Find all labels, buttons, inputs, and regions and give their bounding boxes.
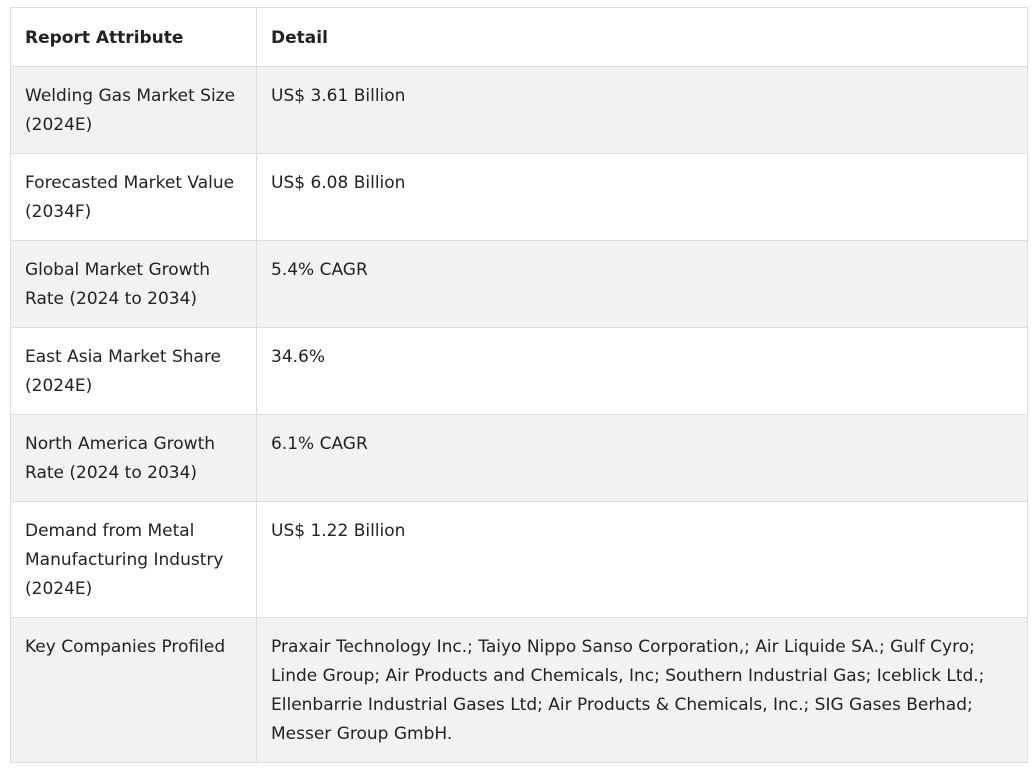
attribute-cell: East Asia Market Share (2024E) (10, 327, 257, 415)
header-detail: Detail (256, 7, 1028, 67)
detail-cell: US$ 1.22 Billion (256, 501, 1028, 618)
detail-cell: US$ 6.08 Billion (256, 153, 1028, 241)
attribute-cell: Forecasted Market Value (2034F) (10, 153, 257, 241)
attribute-cell: North America Growth Rate (2024 to 2034) (10, 414, 257, 502)
detail-cell: 34.6% (256, 327, 1028, 415)
table-row: Forecasted Market Value (2034F) US$ 6.08… (10, 153, 1028, 241)
table-row: Demand from Metal Manufacturing Industry… (10, 501, 1028, 618)
detail-cell: US$ 3.61 Billion (256, 66, 1028, 154)
detail-cell: 6.1% CAGR (256, 414, 1028, 502)
table-row: Global Market Growth Rate (2024 to 2034)… (10, 240, 1028, 328)
detail-cell: Praxair Technology Inc.; Taiyo Nippo San… (256, 617, 1028, 763)
attribute-cell: Global Market Growth Rate (2024 to 2034) (10, 240, 257, 328)
table-row: Welding Gas Market Size (2024E) US$ 3.61… (10, 66, 1028, 154)
header-report-attribute: Report Attribute (10, 7, 257, 67)
attribute-cell: Demand from Metal Manufacturing Industry… (10, 501, 257, 618)
table-row: Key Companies Profiled Praxair Technolog… (10, 617, 1028, 763)
report-attributes-table: Report Attribute Detail Welding Gas Mark… (10, 7, 1028, 763)
table-row: East Asia Market Share (2024E) 34.6% (10, 327, 1028, 415)
table-row: North America Growth Rate (2024 to 2034)… (10, 414, 1028, 502)
attribute-cell: Welding Gas Market Size (2024E) (10, 66, 257, 154)
attribute-cell: Key Companies Profiled (10, 617, 257, 763)
detail-cell: 5.4% CAGR (256, 240, 1028, 328)
table-header-row: Report Attribute Detail (10, 7, 1028, 67)
